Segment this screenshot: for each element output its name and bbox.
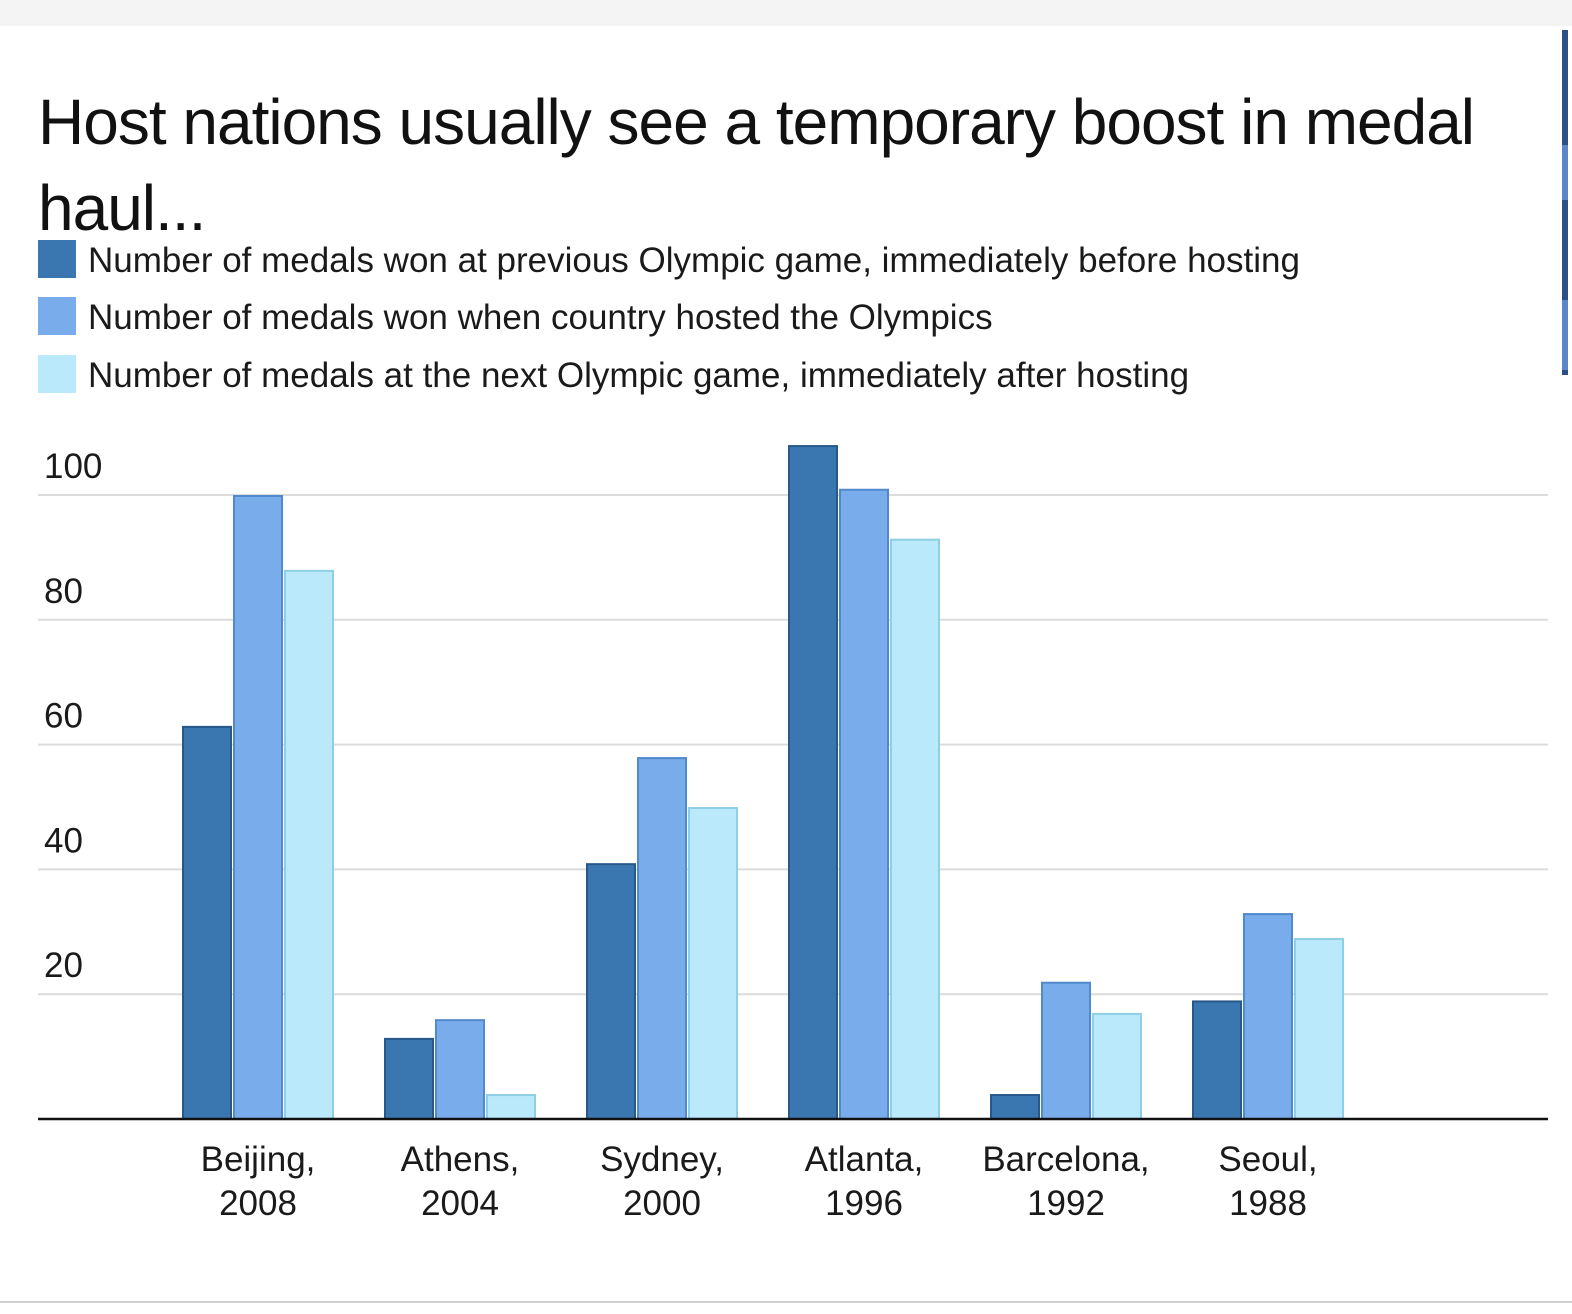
chart-legend: Number of medals won at previous Olympic… <box>38 238 1438 448</box>
bar-series-2-3 <box>839 488 889 1120</box>
bar-series-1-5 <box>1192 1000 1242 1120</box>
bar-chart: 20 40 60 80 100 Beijing, 2008 Athens, 2004 Sydne… <box>38 445 1548 1223</box>
x-tick-label: Beijing, 2008 <box>201 1140 316 1223</box>
y-tick-label: 100 <box>44 447 102 486</box>
legend-swatch-hosting <box>38 297 76 335</box>
edge-scroll-strip <box>1562 30 1568 375</box>
bar-series-3-4 <box>1092 1012 1142 1120</box>
bar-series-1-1 <box>384 1037 434 1121</box>
bar-series-3-0 <box>284 569 334 1120</box>
legend-swatch-before <box>38 240 76 278</box>
window-top-band <box>0 0 1572 26</box>
bar-series-2-1 <box>435 1019 485 1120</box>
legend-swatch-after <box>38 355 76 393</box>
x-tick-label: Sydney, 2000 <box>600 1140 724 1223</box>
bar-series-1-2 <box>586 863 636 1120</box>
bar-series-3-3 <box>890 538 940 1121</box>
bar-series-2-4 <box>1041 981 1091 1120</box>
legend-label-before: Number of medals won at previous Olympic… <box>88 241 1300 280</box>
legend-item-after: Number of medals at the next Olympic gam… <box>38 353 1338 413</box>
bar-series-2-2 <box>637 757 687 1120</box>
bar-series-3-5 <box>1294 938 1344 1121</box>
bar-series-1-4 <box>990 1094 1040 1120</box>
bar-series-2-5 <box>1243 913 1293 1120</box>
chart-title: Host nations usually see a temporary boo… <box>38 85 1475 244</box>
x-tick-label: Seoul, 1988 <box>1218 1140 1317 1223</box>
x-axis-ticks: Beijing, 2008 Athens, 2004 Sydney, 2000 Atlant… <box>201 1140 1318 1223</box>
x-tick-label: Barcelona, 1992 <box>982 1140 1149 1223</box>
legend-item-before: Number of medals won at previous Olympic… <box>38 238 1338 298</box>
bar-series-2-0 <box>233 495 283 1120</box>
legend-label-hosting: Number of medals won when country hosted… <box>88 298 993 337</box>
x-tick-label: Athens, 2004 <box>401 1140 520 1223</box>
legend-label-after: Number of medals at the next Olympic gam… <box>88 356 1190 395</box>
bottom-divider <box>0 1301 1572 1303</box>
y-tick-label: 40 <box>44 821 83 860</box>
bar-series-1-0 <box>182 725 232 1120</box>
bar-series-1-3 <box>788 445 838 1120</box>
bars <box>182 445 1344 1121</box>
legend-item-hosting: Number of medals won when country hosted… <box>38 295 1338 355</box>
y-tick-label: 20 <box>44 946 83 985</box>
y-tick-label: 60 <box>44 697 83 736</box>
bar-series-3-2 <box>688 807 738 1120</box>
bar-series-3-1 <box>486 1094 536 1120</box>
y-tick-label: 80 <box>44 572 83 611</box>
y-axis-ticks: 20 40 60 80 100 <box>44 447 102 985</box>
x-tick-label: Atlanta, 1996 <box>805 1140 924 1223</box>
